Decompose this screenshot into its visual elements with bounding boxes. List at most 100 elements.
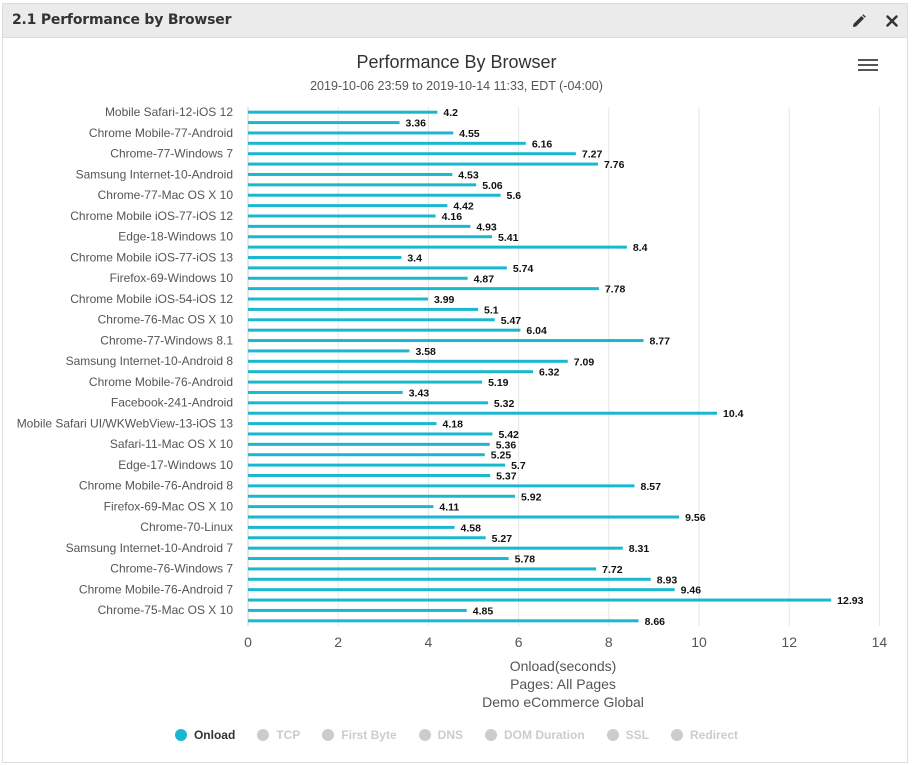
data-label: 4.18 <box>443 419 464 431</box>
y-category-label: Chrome-70-Linux <box>140 520 233 534</box>
legend-dot-icon <box>418 729 431 741</box>
y-category-label: Samsung Internet-10-Android <box>76 167 233 181</box>
bar <box>248 193 501 197</box>
bar <box>248 567 597 571</box>
legend-label: TCP <box>276 728 301 742</box>
bar <box>248 214 436 218</box>
bar <box>248 390 403 394</box>
data-label: 4.16 <box>442 211 463 223</box>
bar <box>248 588 675 592</box>
x-axis-subtitle: Pages: All Pages <box>510 676 616 692</box>
bar <box>248 266 507 270</box>
data-label: 4.53 <box>458 169 479 181</box>
legend-item[interactable]: TCP <box>257 728 300 742</box>
legend-dot-icon <box>257 729 270 741</box>
y-category-label: Firefox-69-Windows 10 <box>110 271 234 285</box>
data-label: 4.2 <box>443 107 458 119</box>
bar <box>248 515 680 519</box>
chart-legend: Onload TCP First Byte DNS DOM Duration SSL Red… <box>0 728 913 742</box>
bar <box>248 110 438 114</box>
x-tick-label: 0 <box>244 634 252 650</box>
close-icon[interactable] <box>881 10 903 32</box>
legend-item[interactable]: Onload <box>174 728 235 742</box>
panel-header: 2.1 Performance by Browser <box>3 4 907 38</box>
y-category-label: Mobile Safari-12-iOS 12 <box>105 105 233 119</box>
y-category-label: Samsung Internet-10-Android 8 <box>66 354 234 368</box>
bar <box>248 328 521 332</box>
hamburger-menu-icon[interactable] <box>856 56 880 78</box>
data-label: 4.11 <box>439 502 459 514</box>
y-category-label: Safari-11-Mac OS X 10 <box>110 437 233 451</box>
data-label: 7.76 <box>604 159 625 171</box>
bar <box>248 536 486 540</box>
y-category-label: Chrome Mobile iOS-77-iOS 12 <box>70 209 233 223</box>
bar <box>248 131 454 135</box>
data-label: 5.27 <box>492 533 513 545</box>
data-label: 8.31 <box>629 543 650 555</box>
y-category-label: Samsung Internet-10-Android 7 <box>66 541 234 555</box>
legend-item[interactable]: First Byte <box>322 728 397 742</box>
y-category-label: Chrome Mobile-76-Android 8 <box>79 479 233 493</box>
data-label: 5.06 <box>482 180 503 192</box>
data-label: 8.66 <box>645 616 666 628</box>
legend-dot-icon <box>485 729 497 741</box>
bar <box>248 401 488 405</box>
data-label: 6.32 <box>539 367 560 379</box>
data-label: 4.85 <box>473 605 494 617</box>
bar <box>248 307 479 311</box>
data-label: 3.4 <box>407 253 422 265</box>
legend-label: First Byte <box>341 728 397 742</box>
legend-item[interactable]: Redirect <box>671 728 738 742</box>
legend-item[interactable]: SSL <box>606 728 650 742</box>
x-tick-label: 2 <box>334 634 342 650</box>
y-category-label: Chrome-77-Windows 8.1 <box>100 333 233 347</box>
data-label: 8.93 <box>657 574 678 586</box>
data-label: 9.56 <box>685 512 706 524</box>
data-label: 8.57 <box>641 481 662 493</box>
legend-label: Redirect <box>690 728 739 742</box>
data-label: 5.42 <box>498 429 519 441</box>
y-category-label: Chrome Mobile-76-Android <box>89 375 233 389</box>
data-label: 8.4 <box>633 242 648 254</box>
bar <box>248 349 410 353</box>
data-label: 5.47 <box>501 315 522 327</box>
legend-label: SSL <box>625 728 650 742</box>
data-label: 3.58 <box>415 346 436 358</box>
bar <box>248 297 428 301</box>
bar <box>248 339 644 343</box>
bar <box>248 494 515 498</box>
x-axis-title: Onload(seconds) <box>510 658 617 674</box>
y-category-label: Chrome Mobile-76-Android 7 <box>79 582 233 596</box>
x-tick-label: 6 <box>515 634 523 650</box>
bar <box>248 453 485 457</box>
bar <box>248 318 495 322</box>
x-tick-label: 10 <box>691 634 707 650</box>
y-category-label: Firefox-69-Mac OS X 10 <box>104 499 234 513</box>
data-label: 5.19 <box>488 377 509 389</box>
bar <box>248 276 468 280</box>
chart-title: Performance By Browser <box>356 52 557 72</box>
data-label: 8.77 <box>650 336 671 348</box>
legend-dot-icon <box>174 729 187 741</box>
data-label: 5.74 <box>513 263 534 275</box>
y-category-label: Chrome-76-Windows 7 <box>110 562 233 576</box>
y-category-label: Chrome Mobile iOS-77-iOS 13 <box>70 250 233 264</box>
x-tick-label: 4 <box>425 634 433 650</box>
bar <box>248 183 477 187</box>
legend-item[interactable]: DNS <box>418 728 463 742</box>
bar <box>248 256 402 260</box>
bar <box>248 608 467 612</box>
data-label: 4.55 <box>459 128 480 140</box>
data-label: 3.36 <box>406 118 427 130</box>
bar <box>248 525 455 529</box>
bar <box>248 162 598 166</box>
bar <box>248 204 448 208</box>
bar <box>248 473 491 477</box>
legend-item[interactable]: DOM Duration <box>485 728 585 742</box>
bar <box>248 152 576 156</box>
data-label: 4.42 <box>453 201 474 213</box>
pencil-icon[interactable] <box>848 10 870 32</box>
data-label: 12.93 <box>837 595 863 607</box>
data-label: 5.92 <box>521 491 542 503</box>
legend-dot-icon <box>671 729 684 741</box>
